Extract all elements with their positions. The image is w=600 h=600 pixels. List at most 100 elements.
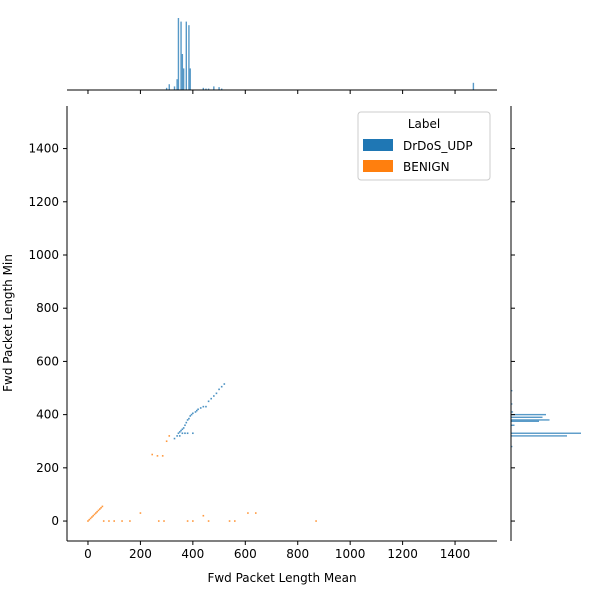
scatter-point: [228, 520, 231, 522]
marginal-y-bar: [511, 420, 539, 422]
scatter-point: [199, 407, 202, 409]
scatter-point: [213, 395, 215, 397]
scatter-point: [139, 512, 142, 514]
scatter-points: [87, 383, 317, 522]
scatter-point: [184, 432, 186, 435]
scatter-point: [178, 431, 181, 433]
marginal-x-bar: [180, 21, 182, 91]
marginal-x-histogram: [165, 18, 475, 91]
marginal-x-bar: [181, 54, 184, 90]
scatter-point: [202, 514, 205, 517]
x-tick-label: 800: [286, 547, 309, 561]
scatter-point: [182, 427, 185, 429]
marginal-x-bar: [182, 68, 185, 90]
x-tick-label: 600: [234, 547, 257, 561]
marginal-y-bar: [511, 389, 513, 392]
legend-title: Label: [408, 117, 440, 131]
scatter-point: [178, 435, 181, 437]
scatter-point: [96, 510, 98, 513]
scatter-point: [185, 421, 188, 424]
scatter-point: [87, 520, 89, 522]
x-ticks: 0 200 400 600 800 1000 1200 1400: [84, 90, 470, 561]
scatter-point: [207, 520, 210, 522]
scatter-point: [234, 520, 236, 522]
scatter-point: [181, 428, 184, 431]
marginal-x-bar: [207, 88, 210, 90]
marginal-x-bar: [165, 87, 168, 90]
scatter-point: [156, 455, 159, 457]
scatter-point: [254, 512, 257, 514]
scatter-point: [189, 415, 192, 417]
scatter-point: [165, 440, 168, 443]
scatter-point: [92, 514, 95, 517]
x-tick-label: 1400: [440, 547, 471, 561]
x-tick-label: 200: [129, 547, 152, 561]
scatter-point: [192, 412, 194, 415]
scatter-point: [129, 520, 131, 522]
scatter-point: [177, 432, 180, 435]
marginal-x-bar: [220, 88, 223, 90]
marginal-x-bar: [173, 86, 176, 90]
marginal-y-bar: [511, 435, 567, 437]
scatter-point: [247, 512, 249, 514]
scatter-point: [93, 513, 96, 516]
scatter-point: [89, 517, 92, 520]
marginal-x-bar: [213, 86, 215, 90]
scatter-point: [202, 405, 205, 408]
scatter-point: [186, 520, 189, 522]
marginal-y-bar: [511, 445, 513, 448]
x-tick-label: 400: [181, 547, 204, 561]
scatter-point: [173, 437, 176, 440]
scatter-point: [220, 385, 223, 388]
y-axis-title: Fwd Packet Length Min: [1, 254, 15, 392]
marginal-y-bar: [511, 411, 514, 413]
scatter-point: [315, 520, 317, 522]
marginal-y-bar: [511, 432, 581, 434]
scatter-point: [151, 453, 154, 456]
marginal-x-bar: [202, 87, 205, 90]
scatter-point: [97, 509, 100, 512]
marginal-x-bar: [177, 18, 180, 90]
y-tick-label: 600: [36, 354, 59, 368]
scatter-point: [186, 432, 189, 435]
scatter-point: [121, 520, 123, 522]
scatter-point: [168, 435, 171, 437]
marginal-x-bar: [205, 88, 207, 90]
marginal-x-bar: [185, 21, 187, 91]
y-tick-label: 1400: [28, 142, 59, 156]
marginal-x-bar: [168, 84, 170, 90]
marginal-y-bar: [511, 413, 546, 416]
y-tick-label: 0: [51, 514, 59, 528]
marginal-y-bar: [511, 403, 513, 405]
marginal-x-bar: [176, 79, 178, 90]
scatter-point: [205, 405, 207, 408]
y-tick-label: 400: [36, 408, 59, 422]
scatter-point: [91, 516, 93, 518]
scatter-point: [184, 424, 186, 427]
y-tick-label: 200: [36, 461, 59, 475]
scatter-point: [108, 520, 110, 522]
scatter-point: [100, 506, 102, 509]
x-tick-label: 1200: [387, 547, 418, 561]
legend-label-drdos-udp: DrDoS_UDP: [403, 139, 473, 153]
scatter-point: [157, 520, 160, 522]
scatter-point: [197, 408, 199, 411]
scatter-point: [98, 508, 101, 510]
scatter-point: [181, 432, 184, 435]
x-tick-label: 1000: [335, 547, 366, 561]
x-tick-label: 0: [84, 547, 92, 561]
scatter-point: [95, 512, 97, 514]
marginal-x-bar: [218, 87, 220, 90]
legend: Label DrDoS_UDP BENIGN: [357, 111, 491, 181]
scatter-point: [180, 429, 182, 432]
legend-swatch-drdos-udp: [363, 139, 393, 151]
scatter-point: [218, 388, 220, 391]
scatter-point: [163, 520, 165, 522]
scatter-point: [88, 518, 91, 521]
scatter-point: [207, 400, 210, 403]
scatter-point: [161, 455, 164, 457]
scatter-point: [102, 520, 105, 522]
scatter-point: [194, 411, 197, 413]
